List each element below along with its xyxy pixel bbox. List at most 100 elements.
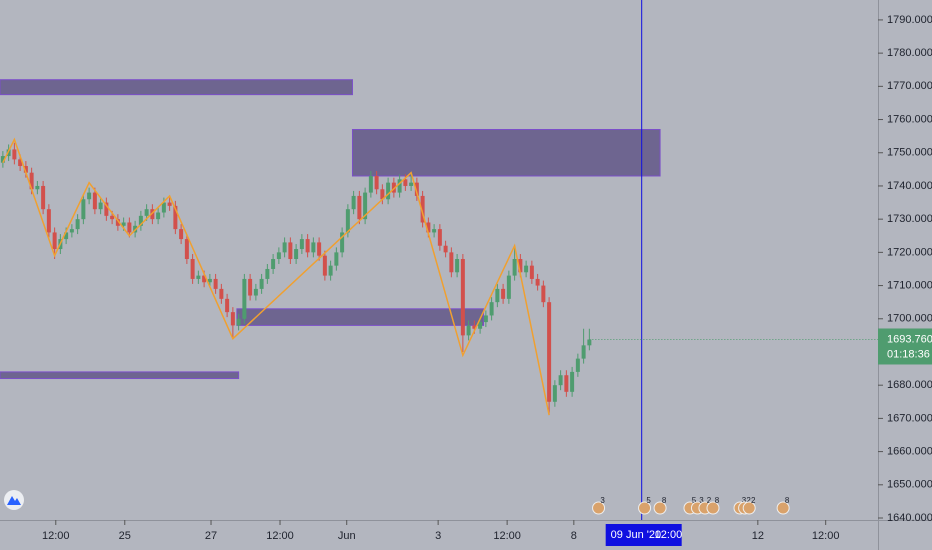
candle-body bbox=[207, 278, 212, 283]
x-tick-label: 12:00 bbox=[493, 530, 521, 542]
candle-body bbox=[259, 278, 264, 289]
event-label: 5 bbox=[646, 496, 651, 505]
candle-body bbox=[374, 175, 379, 190]
candle-body bbox=[386, 182, 391, 200]
y-tick-label: 1660.0000 bbox=[887, 446, 932, 458]
y-tick-label: 1640.0000 bbox=[887, 512, 932, 524]
candle-body bbox=[202, 275, 207, 283]
candle-body bbox=[144, 209, 149, 216]
candle-body bbox=[449, 252, 454, 273]
candle-body bbox=[0, 156, 5, 163]
candle-body bbox=[242, 278, 247, 319]
candle-body bbox=[167, 202, 172, 206]
zone bbox=[236, 308, 485, 326]
candle-body bbox=[529, 265, 534, 279]
candle-body bbox=[409, 182, 414, 186]
candle-body bbox=[98, 202, 103, 210]
event-label: 3 bbox=[699, 496, 704, 505]
candle-body bbox=[368, 175, 373, 193]
candle-body bbox=[495, 288, 500, 303]
x-tick-label: 8 bbox=[571, 530, 577, 542]
candle-body bbox=[524, 265, 529, 273]
candle-body bbox=[466, 325, 471, 336]
candle-body bbox=[81, 199, 86, 220]
x-tick-label: 12:00 bbox=[812, 530, 840, 542]
event-icon[interactable] bbox=[638, 501, 652, 515]
candle-body bbox=[351, 195, 356, 210]
candle-body bbox=[265, 268, 270, 279]
candle-body bbox=[506, 275, 511, 299]
candle-body bbox=[380, 189, 385, 200]
candle-body bbox=[403, 179, 408, 186]
candle-body bbox=[92, 192, 97, 210]
candle-body bbox=[420, 195, 425, 223]
event-label: 5 bbox=[692, 496, 697, 505]
plot-area bbox=[0, 0, 878, 520]
candle-body bbox=[564, 375, 569, 392]
event-label: 2 bbox=[751, 496, 756, 505]
y-tick-label: 1670.0000 bbox=[887, 412, 932, 424]
candle-body bbox=[357, 195, 362, 220]
event-icon[interactable] bbox=[706, 501, 720, 515]
candle-body bbox=[225, 298, 230, 313]
candle-body bbox=[282, 242, 287, 253]
candle-body bbox=[236, 318, 241, 326]
candle-body bbox=[75, 219, 80, 230]
candle-body bbox=[558, 375, 563, 386]
event-icon[interactable] bbox=[592, 501, 606, 515]
candle-body bbox=[443, 245, 448, 253]
event-icon[interactable] bbox=[776, 501, 790, 515]
event-label: 8 bbox=[715, 496, 720, 505]
candle-body bbox=[115, 219, 120, 226]
candle-body bbox=[501, 288, 506, 299]
zone bbox=[0, 79, 353, 96]
x-tick-label: 3 bbox=[435, 530, 441, 542]
countdown-label: 01:18:36 bbox=[887, 348, 930, 360]
logo-mark bbox=[7, 496, 21, 505]
candle-body bbox=[87, 192, 92, 200]
candle-body bbox=[230, 312, 235, 326]
candle-body bbox=[581, 345, 586, 359]
candle-body bbox=[460, 259, 465, 336]
candle-body bbox=[29, 172, 34, 190]
candle-body bbox=[426, 222, 431, 233]
candle-body bbox=[104, 202, 109, 216]
event-label: 3 bbox=[742, 496, 747, 505]
candle-body bbox=[340, 232, 345, 253]
candle-body bbox=[455, 259, 460, 273]
candle-body bbox=[35, 185, 40, 190]
x-tick-label: Jun bbox=[338, 530, 356, 542]
candle-body bbox=[363, 192, 368, 220]
y-tick-label: 1750.0000 bbox=[887, 147, 932, 159]
candle-body bbox=[156, 212, 161, 220]
candle-body bbox=[173, 205, 178, 230]
crosshair-date: 09 Jun '20 bbox=[611, 529, 661, 541]
event-label: 3 bbox=[600, 496, 605, 505]
candle-body bbox=[248, 278, 253, 296]
candle-body bbox=[184, 239, 189, 260]
candle-body bbox=[575, 358, 580, 372]
y-tick-label: 1770.0000 bbox=[887, 80, 932, 92]
candle-body bbox=[305, 239, 310, 253]
candle-body bbox=[541, 285, 546, 303]
candle-body bbox=[299, 239, 304, 250]
zone bbox=[351, 129, 661, 177]
event-label: 2 bbox=[746, 496, 751, 505]
zigzag-line bbox=[2, 137, 550, 416]
candle-body bbox=[12, 149, 17, 160]
event-icon[interactable] bbox=[742, 501, 756, 515]
x-tick-label: 12:00 bbox=[266, 530, 294, 542]
candle-body bbox=[127, 222, 132, 233]
y-tick-label: 1700.0000 bbox=[887, 313, 932, 325]
y-tick-label: 1740.0000 bbox=[887, 180, 932, 192]
event-icon[interactable] bbox=[653, 501, 667, 515]
candle-body bbox=[46, 209, 51, 233]
x-tick-label: 12:00 bbox=[42, 530, 70, 542]
candle-body bbox=[345, 209, 350, 233]
candle-body bbox=[570, 371, 575, 392]
crosshair-time: 12:00 bbox=[655, 529, 683, 541]
y-tick-label: 1760.0000 bbox=[887, 113, 932, 125]
candle-body bbox=[552, 385, 557, 402]
candle-body bbox=[41, 185, 46, 210]
